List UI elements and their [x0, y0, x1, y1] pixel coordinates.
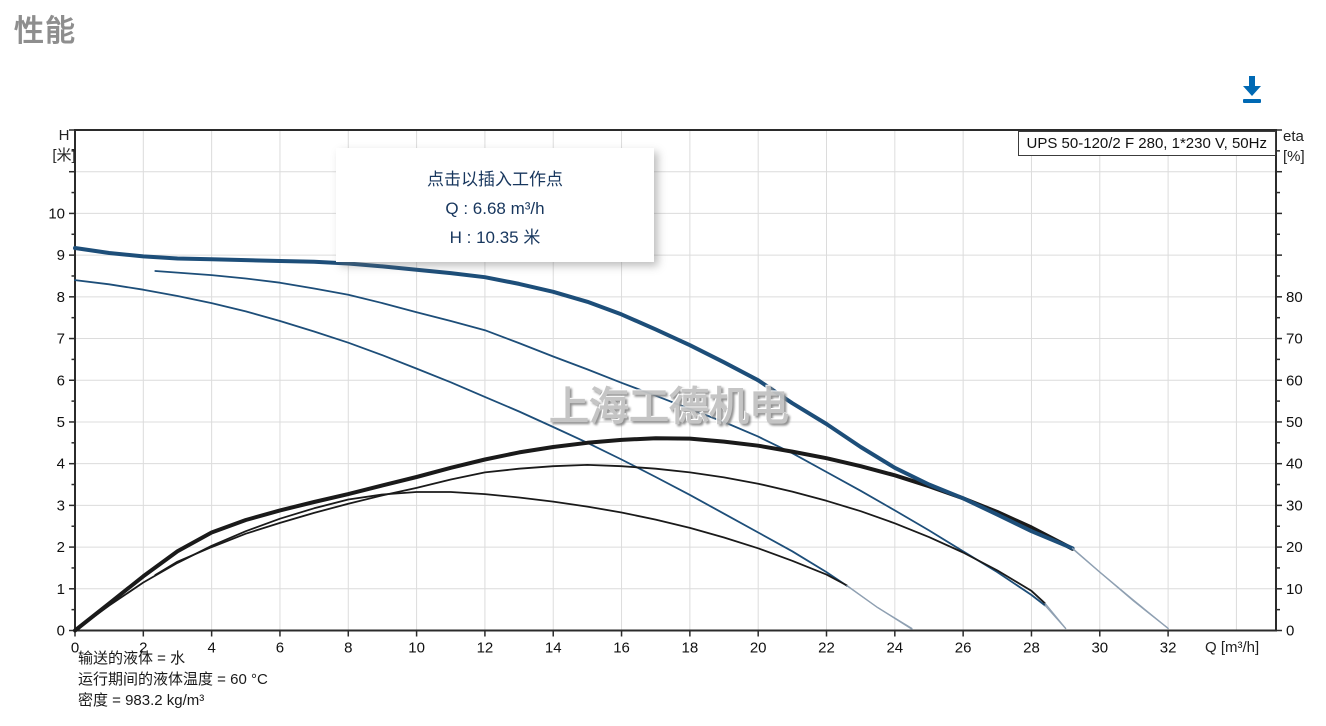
h-tick-label: 5: [57, 414, 65, 431]
eta-tick-label: 80: [1286, 289, 1303, 306]
series-eta-speed2: [154, 463, 1046, 605]
x-tick-label: 20: [750, 640, 767, 657]
series-eta-speed2-extension: [1044, 602, 1067, 630]
x-tick-label: 8: [344, 640, 352, 657]
x-tick-label: 10: [408, 640, 425, 657]
download-button[interactable]: [1234, 72, 1270, 108]
tooltip-h-value: H : 10.35 米: [449, 228, 541, 247]
series-head-speed1: [74, 279, 848, 587]
h-tick-label: 1: [57, 581, 65, 598]
left-axis-unit: [米]: [52, 147, 76, 164]
h-tick-label: 0: [57, 623, 65, 640]
h-tick-label: 6: [57, 372, 65, 389]
duty-point-tooltip: 点击以插入工作点 Q : 6.68 m³/h H : 10.35 米: [336, 148, 654, 262]
x-axis-title: Q [m³/h]: [1205, 639, 1260, 656]
watermark-text: 上海工德机电: [549, 385, 789, 429]
right-axis-unit: [%]: [1283, 148, 1305, 165]
pump-model-legend: UPS 50-120/2 F 280, 1*230 V, 50Hz: [1017, 131, 1276, 156]
liquid-notes: 输送的液体 = 水 运行期间的液体温度 = 60 °C 密度 = 983.2 k…: [78, 648, 268, 711]
x-tick-label: 22: [818, 640, 835, 657]
x-tick-label: 12: [477, 640, 494, 657]
tooltip-hint-line: 点击以插入工作点: [427, 170, 563, 189]
axis-tick-labels: 0 2 4 6 8 10 12 14 16 18 20 22 24 26 28 30 3201234567891…: [48, 205, 1302, 656]
x-tick-label: 30: [1091, 640, 1108, 657]
left-axis-title: H [米]: [44, 126, 84, 166]
x-tick-label: 16: [613, 640, 630, 657]
eta-tick-label: 50: [1286, 414, 1303, 431]
x-tick-label: 0: [71, 640, 79, 657]
download-icon: [1243, 76, 1261, 103]
h-tick-label: 7: [57, 331, 65, 348]
h-tick-label: 2: [57, 539, 65, 556]
x-tick-label: 18: [682, 640, 699, 657]
h-tick-label: 4: [57, 456, 65, 473]
eta-tick-label: 20: [1286, 539, 1303, 556]
series-head-speed3: [73, 246, 1075, 551]
eta-tick-label: 30: [1286, 497, 1303, 514]
h-tick-label: 3: [57, 497, 65, 514]
series-eta-speed1: [74, 491, 848, 632]
liquid-density-note: 密度 = 983.2 kg/m³: [78, 692, 205, 709]
x-tick-label: 4: [207, 640, 215, 657]
series-head-speed3-extension: [1071, 547, 1169, 630]
series-eta-speed1-extension: [846, 584, 913, 630]
tooltip-q-value: Q : 6.68 m³/h: [445, 199, 545, 218]
left-axis-quantity: H: [58, 127, 70, 144]
eta-tick-label: 10: [1286, 581, 1303, 598]
page-title: 性能: [14, 15, 76, 48]
series-head-speed2: [154, 270, 1046, 607]
x-tick-label: 2: [139, 640, 147, 657]
h-tick-label: 9: [57, 247, 65, 264]
series-eta-speed3: [73, 436, 1075, 633]
eta-tick-label: 40: [1286, 456, 1303, 473]
x-tick-label: 32: [1160, 640, 1177, 657]
eta-tick-label: 60: [1286, 372, 1303, 389]
axis-ticks: [69, 129, 1282, 637]
h-tick-label: 8: [57, 289, 65, 306]
h-tick-label: 10: [48, 205, 65, 222]
x-tick-label: 26: [955, 640, 972, 657]
right-axis-quantity: eta: [1283, 128, 1304, 145]
liquid-type-note: 输送的液体 = 水: [78, 650, 186, 667]
eta-tick-label: 70: [1286, 331, 1303, 348]
liquid-temperature-note: 运行期间的液体温度 = 60 °C: [78, 671, 268, 688]
x-tick-label: 24: [886, 640, 903, 657]
x-tick-label: 6: [276, 640, 284, 657]
x-tick-label: 14: [545, 640, 562, 657]
eta-tick-label: 0: [1286, 623, 1294, 640]
x-tick-label: 28: [1023, 640, 1040, 657]
right-axis-title: eta [%]: [1283, 127, 1323, 167]
